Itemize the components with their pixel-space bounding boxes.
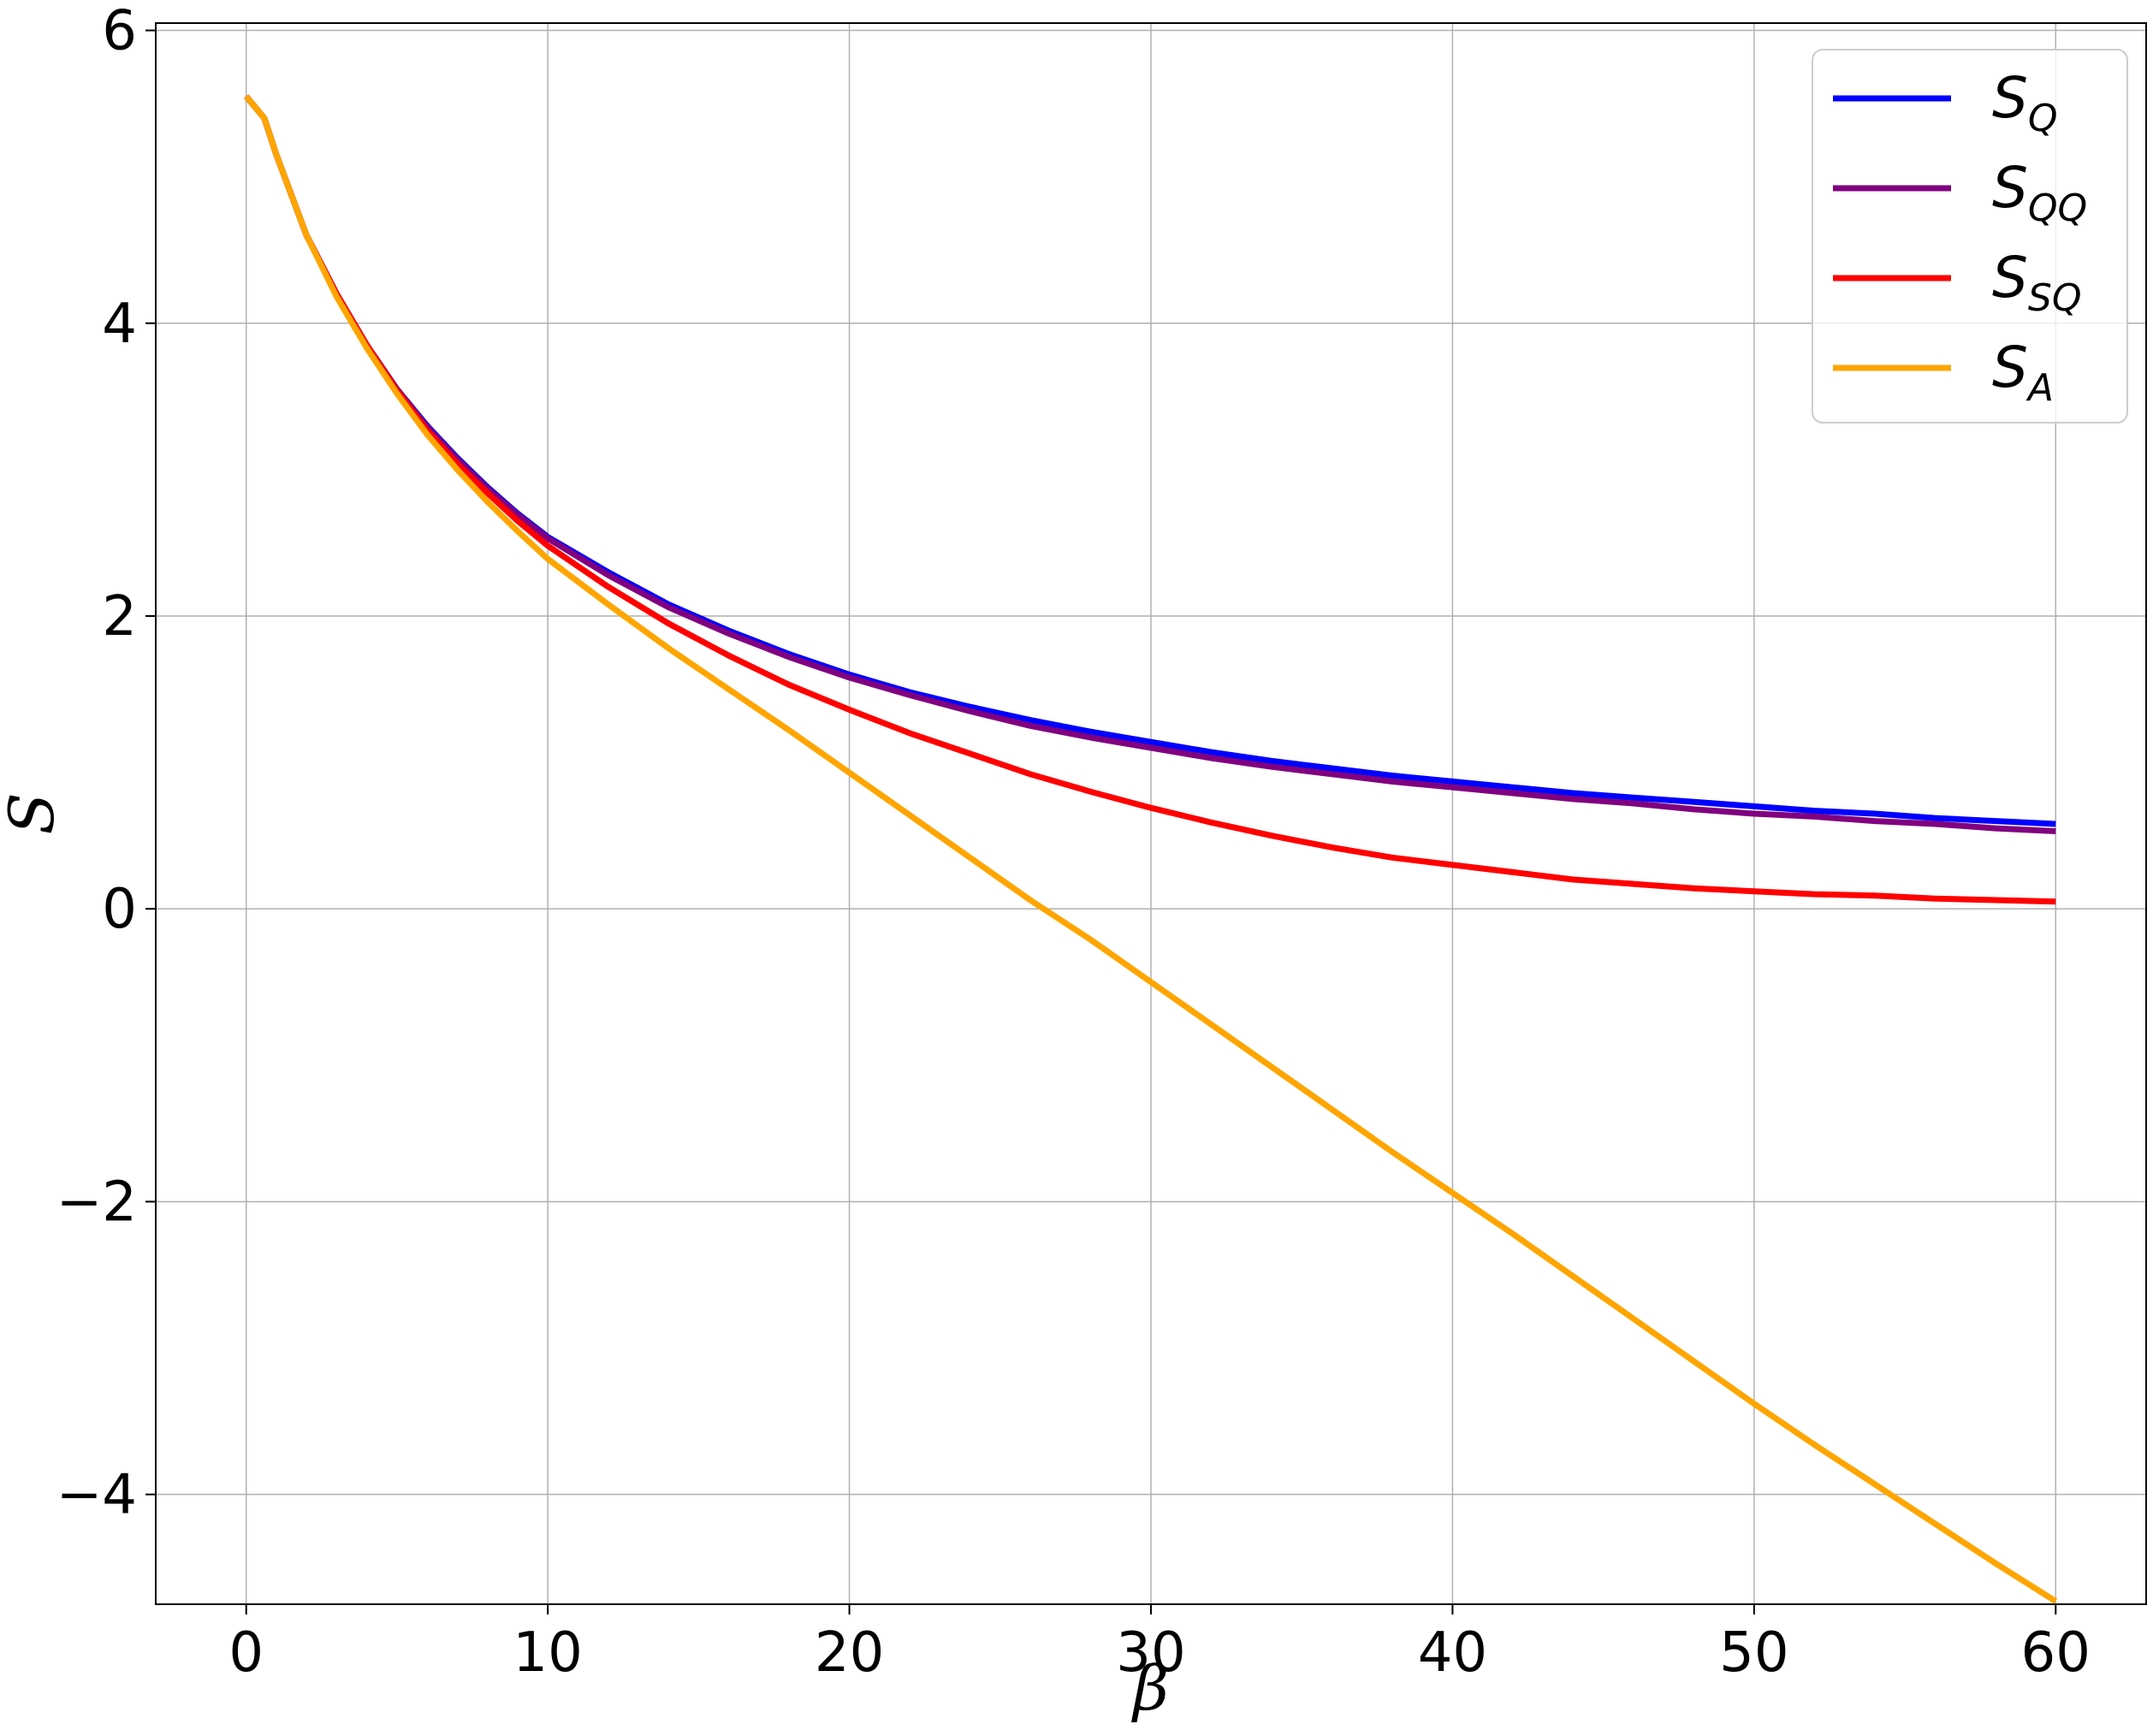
legend-label-base: S: [1992, 155, 2028, 221]
x-tick-label: 50: [1719, 1621, 1788, 1685]
y-tick-label: −2: [56, 1170, 137, 1234]
y-tick-label: 0: [102, 878, 137, 941]
legend-label-subscript: SQ: [2028, 276, 2082, 320]
legend-label: SSQ: [1992, 245, 2081, 320]
x-tick-label: 0: [228, 1621, 264, 1685]
x-tick-label: 10: [513, 1621, 582, 1685]
legend-label-subscript: QQ: [2028, 187, 2087, 230]
legend-label-base: S: [1992, 335, 2028, 400]
legend-label-base: S: [1992, 245, 2028, 311]
axis-ticks: 0 10 20 30 40 50 60 −4 −2 0 2 4 6: [56, 0, 2091, 1685]
series-lines: [244, 94, 2058, 1604]
legend-label-subscript: Q: [2028, 97, 2058, 140]
legend-box: [1812, 49, 2128, 424]
y-tick-label: 6: [102, 0, 137, 63]
y-tick-label: 2: [102, 585, 137, 649]
x-tick-label: 20: [815, 1621, 884, 1685]
y-axis-label: S: [0, 792, 68, 834]
legend-label: SQ: [1992, 65, 2058, 140]
x-tick-label: 60: [2021, 1621, 2091, 1685]
legend-label: SQQ: [1992, 155, 2087, 230]
grid: [156, 23, 2146, 1604]
x-axis-label: β: [1130, 1652, 1169, 1724]
legend-label-subscript: A: [2025, 366, 2054, 410]
legend-label: SA: [1992, 335, 2054, 410]
y-tick-label: −4: [56, 1464, 137, 1527]
series-line-s-a: [244, 94, 2058, 1604]
x-tick-label: 40: [1418, 1621, 1487, 1685]
x-tick-label: 30: [1116, 1621, 1185, 1685]
legend-label-base: S: [1992, 65, 2028, 131]
y-tick-label: 4: [102, 293, 137, 356]
